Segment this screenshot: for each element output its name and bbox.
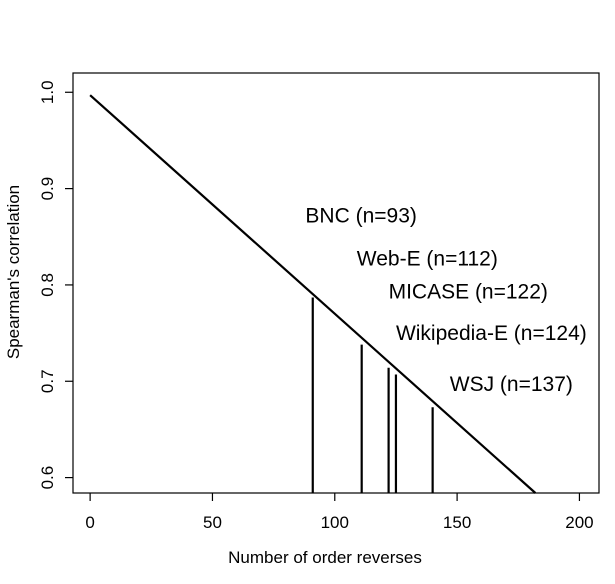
y-tick-label-0-8: 0.8 bbox=[38, 273, 57, 297]
y-axis: 0.6 0.7 0.8 0.9 1.0 bbox=[38, 80, 73, 489]
y-tick-label-1: 1.0 bbox=[38, 80, 57, 104]
x-tick-label-100: 100 bbox=[321, 513, 349, 532]
x-axis: 0 50 100 150 200 bbox=[85, 493, 594, 532]
y-axis-title: Spearman's correlation bbox=[4, 185, 23, 359]
marker-label-1: BNC (n=93) bbox=[305, 204, 416, 227]
x-tick-label-0: 0 bbox=[85, 513, 94, 532]
y-tick-label-0-6: 0.6 bbox=[38, 466, 57, 490]
correlation-line bbox=[89, 94, 537, 494]
y-tick-label-0-9: 0.9 bbox=[38, 177, 57, 201]
x-tick-label-50: 50 bbox=[203, 513, 222, 532]
series-layer bbox=[89, 94, 537, 494]
annotation-layer: BNC (n=93) Web-E (n=112) MICASE (n=122) Wik… bbox=[305, 204, 587, 493]
y-tick-label-0-7: 0.7 bbox=[38, 369, 57, 393]
plot-frame bbox=[72, 72, 600, 494]
x-axis-title: Number of order reverses bbox=[228, 548, 422, 567]
marker-label-3: MICASE (n=122) bbox=[389, 280, 548, 303]
marker-label-2: Web-E (n=112) bbox=[357, 248, 498, 271]
marker-label-5: WSJ (n=137) bbox=[450, 373, 573, 396]
x-tick-label-150: 150 bbox=[443, 513, 471, 532]
x-tick-label-200: 200 bbox=[565, 513, 593, 532]
marker-label-4: Wikipedia-E (n=124) bbox=[396, 322, 587, 345]
